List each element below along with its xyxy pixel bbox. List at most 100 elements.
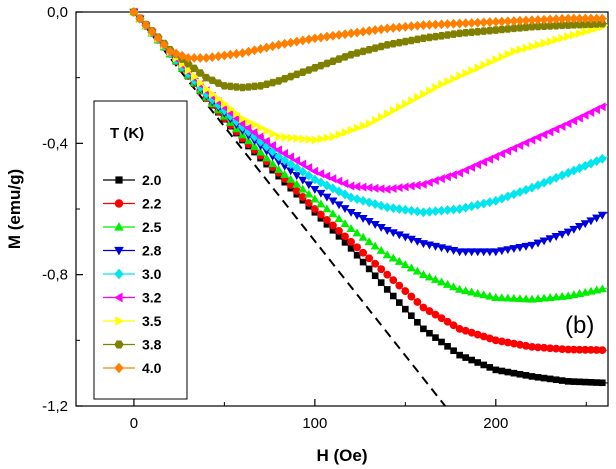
data-point xyxy=(533,132,542,142)
data-point xyxy=(328,174,337,184)
legend-item: 4.0 xyxy=(103,360,162,376)
data-point xyxy=(455,248,465,257)
data-point xyxy=(407,292,416,301)
data-point xyxy=(340,205,350,214)
data-point xyxy=(462,354,469,361)
data-point xyxy=(455,18,465,29)
data-point xyxy=(347,125,356,135)
data-point xyxy=(461,18,471,29)
data-point xyxy=(304,199,313,207)
data-point xyxy=(371,259,380,268)
legend-label: 3.2 xyxy=(142,290,162,306)
legend-marker xyxy=(114,268,124,280)
data-point xyxy=(389,276,398,285)
data-point xyxy=(358,195,368,206)
data-point xyxy=(527,241,537,250)
data-point xyxy=(262,42,272,53)
x-axis-title: H (Oe) xyxy=(317,446,368,465)
data-point xyxy=(317,134,326,144)
data-point xyxy=(323,216,331,224)
data-point xyxy=(467,201,477,212)
legend-label: 3.5 xyxy=(142,313,162,329)
data-point xyxy=(449,18,458,29)
data-point xyxy=(286,174,296,183)
data-point xyxy=(430,176,439,186)
data-point xyxy=(503,146,512,156)
data-point xyxy=(419,303,428,312)
data-point xyxy=(347,237,355,246)
data-point xyxy=(461,286,471,295)
series-3.2 xyxy=(129,7,609,194)
data-point xyxy=(414,92,423,102)
data-point xyxy=(402,305,409,313)
data-point xyxy=(413,298,422,306)
legend-label: 2.8 xyxy=(142,243,162,259)
data-point xyxy=(533,294,543,303)
data-point xyxy=(473,288,483,297)
data-point xyxy=(455,284,465,293)
data-point xyxy=(238,83,247,92)
data-point xyxy=(527,294,537,303)
data-point xyxy=(575,28,584,38)
data-point xyxy=(456,71,465,81)
data-point xyxy=(310,174,320,185)
data-point xyxy=(539,130,548,140)
data-point xyxy=(479,198,489,209)
data-point xyxy=(521,23,531,32)
data-point xyxy=(449,30,458,38)
data-point xyxy=(424,272,434,281)
legend-item: 2.5 xyxy=(103,219,162,235)
data-point xyxy=(581,27,590,37)
legend-title: T (K) xyxy=(110,125,144,142)
y-tick-label: -1,2 xyxy=(42,398,68,415)
data-point xyxy=(473,160,482,170)
data-point xyxy=(335,130,344,140)
data-point xyxy=(359,248,368,257)
data-point xyxy=(485,248,495,257)
data-point xyxy=(388,253,398,262)
data-point xyxy=(461,29,470,37)
data-point xyxy=(334,186,344,197)
data-point xyxy=(371,115,380,125)
data-point xyxy=(592,214,602,223)
data-point xyxy=(382,250,392,259)
data-point xyxy=(334,176,343,186)
data-point xyxy=(412,266,422,275)
data-point xyxy=(190,72,199,82)
data-point xyxy=(455,29,464,38)
data-point xyxy=(201,73,211,82)
data-point xyxy=(377,112,386,122)
data-point xyxy=(468,66,477,76)
data-point xyxy=(383,286,391,293)
data-point xyxy=(503,16,513,27)
data-point xyxy=(418,270,428,278)
data-point xyxy=(545,22,555,30)
x-tick-label: 200 xyxy=(483,415,508,432)
data-point xyxy=(202,84,211,94)
data-point xyxy=(474,359,482,366)
data-point xyxy=(408,96,416,106)
data-point xyxy=(352,194,362,205)
data-point xyxy=(389,105,398,116)
data-point xyxy=(563,119,572,129)
data-point xyxy=(184,65,193,75)
data-point xyxy=(316,199,326,208)
data-point xyxy=(215,94,223,104)
data-point xyxy=(598,346,607,354)
data-point xyxy=(304,189,314,198)
data-point xyxy=(261,136,270,146)
legend-label: 2.2 xyxy=(142,196,162,212)
data-point xyxy=(509,143,518,153)
data-point xyxy=(183,53,193,63)
data-point xyxy=(581,378,589,386)
data-point xyxy=(455,204,465,214)
data-point xyxy=(575,223,585,231)
series-layer xyxy=(129,7,609,387)
legend-item: 3.5 xyxy=(103,313,162,329)
data-point xyxy=(353,243,361,252)
data-point xyxy=(527,135,536,145)
data-point xyxy=(597,284,607,293)
data-point xyxy=(497,16,507,27)
data-point xyxy=(322,193,332,202)
data-point xyxy=(509,16,519,26)
